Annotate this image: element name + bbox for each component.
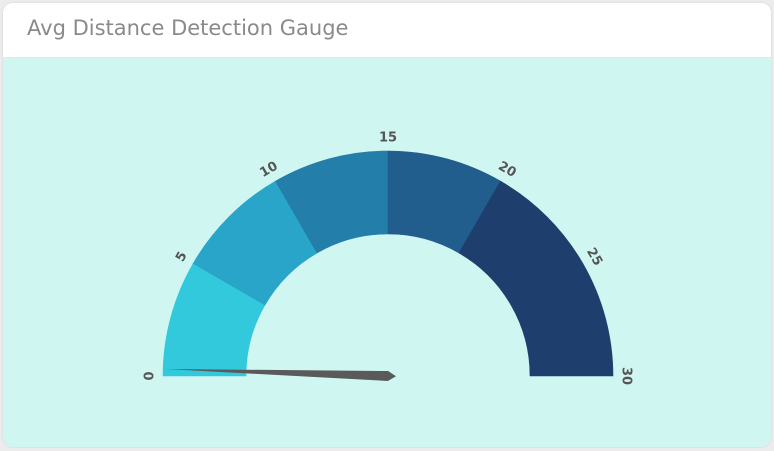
gauge-card: Avg Distance Detection Gauge 0 5 10 15 20 25 3… xyxy=(3,3,771,447)
gauge-needle-group xyxy=(166,369,396,381)
gauge-tick-label-10: 10 xyxy=(257,159,280,181)
gauge-tick-label-25: 25 xyxy=(583,245,605,268)
gauge-band-25-30 xyxy=(510,263,614,377)
gauge-chart: 0 5 10 15 20 25 30 xyxy=(143,131,634,386)
gauge-tick-label-0: 0 xyxy=(143,371,158,380)
gauge-bands xyxy=(162,150,614,377)
gauge-tick-label-20: 20 xyxy=(495,159,518,181)
gauge-needle xyxy=(166,369,396,381)
gauge-tick-label-30: 30 xyxy=(619,367,634,385)
gauge-tick-label-15: 15 xyxy=(379,131,397,146)
card-header: Avg Distance Detection Gauge xyxy=(3,3,771,58)
card-title: Avg Distance Detection Gauge xyxy=(27,16,349,40)
gauge-tick-label-5: 5 xyxy=(173,249,191,264)
gauge-area: 0 5 10 15 20 25 30 xyxy=(3,58,771,447)
